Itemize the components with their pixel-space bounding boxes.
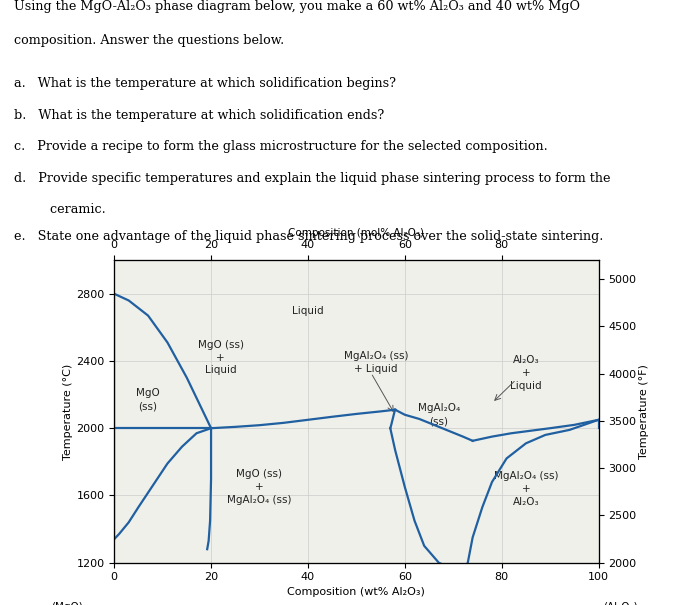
Text: ceramic.: ceramic. — [14, 203, 106, 216]
Text: d.   Provide specific temperatures and explain the liquid phase sintering proces: d. Provide specific temperatures and exp… — [14, 172, 610, 185]
Text: a.   What is the temperature at which solidification begins?: a. What is the temperature at which soli… — [14, 77, 396, 90]
Text: c.   Provide a recipe to form the glass microstructure for the selected composit: c. Provide a recipe to form the glass mi… — [14, 140, 547, 153]
Text: MgAl₂O₄ (ss)
+ Liquid: MgAl₂O₄ (ss) + Liquid — [343, 352, 408, 374]
Y-axis label: Temperature (°C): Temperature (°C) — [64, 363, 73, 460]
Y-axis label: Temperature (°F): Temperature (°F) — [639, 364, 649, 459]
Text: Al₂O₃
+
Liquid: Al₂O₃ + Liquid — [510, 355, 542, 391]
Text: b.   What is the temperature at which solidification ends?: b. What is the temperature at which soli… — [14, 109, 384, 122]
Text: composition. Answer the questions below.: composition. Answer the questions below. — [14, 34, 284, 47]
Text: (Al₂O₃): (Al₂O₃) — [603, 602, 638, 605]
Text: MgAl₂O₄
(ss): MgAl₂O₄ (ss) — [417, 404, 460, 426]
Text: MgO (ss)
+
Liquid: MgO (ss) + Liquid — [198, 340, 244, 376]
Text: MgAl₂O₄ (ss)
+
Al₂O₃: MgAl₂O₄ (ss) + Al₂O₃ — [493, 471, 558, 506]
Text: MgO (ss)
+
MgAl₂O₄ (ss): MgO (ss) + MgAl₂O₄ (ss) — [227, 469, 292, 505]
Text: MgO
(ss): MgO (ss) — [136, 388, 160, 411]
Text: Liquid: Liquid — [292, 306, 324, 316]
Text: e.   State one advantage of the liquid phase sintering process over the solid-st: e. State one advantage of the liquid pha… — [14, 230, 603, 243]
X-axis label: Composition (mol% Al₂O₃): Composition (mol% Al₂O₃) — [289, 228, 424, 238]
Text: (MgO): (MgO) — [51, 602, 83, 605]
X-axis label: Composition (wt% Al₂O₃): Composition (wt% Al₂O₃) — [287, 586, 426, 597]
Text: Using the MgO-Al₂O₃ phase diagram below, you make a 60 wt% Al₂O₃ and 40 wt% MgO: Using the MgO-Al₂O₃ phase diagram below,… — [14, 0, 580, 13]
